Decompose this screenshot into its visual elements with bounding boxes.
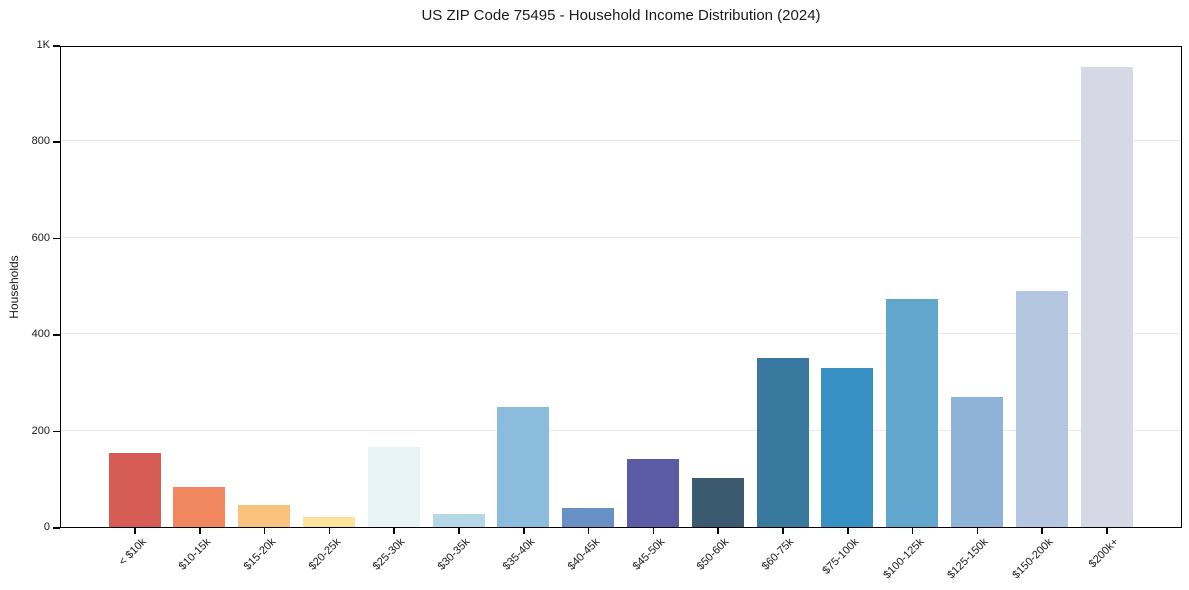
x-tick-mark-12 — [911, 528, 914, 534]
y-tick-mark-600 — [53, 237, 60, 240]
x-tick-label-10: $60-75k — [759, 536, 797, 573]
chart-title: US ZIP Code 75495 - Household Income Dis… — [421, 7, 821, 24]
gridline-y-400 — [61, 333, 1181, 335]
bar-40-45k — [562, 507, 615, 527]
bar-15-20k — [238, 504, 291, 527]
y-tick-mark-0 — [53, 527, 60, 529]
bar-150-200k — [1015, 290, 1068, 527]
x-tick-mark-9 — [717, 528, 719, 534]
x-tick-label-1: $10-15k — [176, 536, 214, 573]
y-axis-label: Households — [7, 255, 21, 319]
y-tick-label-0: 0 — [43, 521, 50, 533]
y-tick-label-200: 200 — [31, 424, 50, 437]
bar-75-100k — [821, 367, 874, 527]
bar-30-35k — [432, 514, 485, 527]
bar-10-15k — [173, 487, 226, 527]
x-tick-mark-1 — [199, 528, 201, 534]
x-tick-mark-11 — [847, 528, 849, 534]
x-tick-mark-13 — [976, 528, 979, 534]
x-tick-label-13: $125-150k — [945, 536, 991, 582]
gridline-y-200 — [61, 429, 1181, 431]
x-tick-label-8: $45-50k — [630, 536, 667, 573]
x-tick-mark-15 — [1106, 528, 1108, 534]
x-tick-mark-2 — [263, 528, 266, 534]
bar-20-25k — [302, 516, 355, 527]
x-tick-label-7: $40-45k — [565, 536, 603, 573]
y-tick-mark-1000 — [53, 45, 60, 47]
y-tick-mark-800 — [53, 141, 60, 143]
bar-10k — [108, 453, 161, 527]
x-tick-mark-10 — [782, 528, 784, 534]
x-tick-mark-14 — [1041, 528, 1043, 534]
bar-50-60k — [691, 478, 744, 527]
x-tick-mark-7 — [587, 528, 590, 534]
plot-area — [60, 46, 1182, 528]
y-tick-label-1000: 1K — [36, 39, 50, 51]
x-tick-mark-3 — [328, 528, 331, 534]
x-tick-label-5: $30-35k — [435, 536, 473, 573]
x-tick-mark-0 — [134, 528, 136, 534]
x-tick-label-2: $15-20k — [241, 536, 279, 573]
y-tick-mark-200 — [53, 430, 60, 433]
y-tick-label-600: 600 — [31, 231, 50, 244]
x-tick-label-9: $50-60k — [695, 536, 732, 573]
x-tick-mark-6 — [523, 528, 525, 534]
x-tick-mark-5 — [458, 528, 460, 534]
x-tick-label-4: $25-30k — [371, 536, 408, 573]
x-tick-label-3: $20-25k — [306, 536, 343, 573]
x-tick-mark-4 — [393, 528, 395, 534]
x-tick-mark-8 — [652, 528, 655, 534]
bar-125-150k — [950, 396, 1003, 527]
y-tick-label-800: 800 — [31, 135, 50, 148]
x-tick-label-14: $150-200k — [1010, 536, 1056, 582]
x-tick-label-6: $35-40k — [500, 536, 538, 573]
bar-35-40k — [497, 406, 550, 527]
x-tick-label-15: $200k+ — [1086, 536, 1121, 571]
bar-60-75k — [756, 358, 809, 527]
y-tick-mark-400 — [53, 334, 60, 336]
bar-25-30k — [367, 446, 420, 527]
x-tick-label-11: $75-100k — [820, 536, 862, 577]
bar-200k — [1080, 66, 1133, 527]
x-tick-label-12: $100-125k — [880, 536, 927, 582]
bar-45-50k — [626, 459, 679, 527]
bar-100-125k — [886, 298, 939, 527]
gridline-y-800 — [61, 140, 1181, 142]
y-tick-label-400: 400 — [31, 328, 50, 341]
x-tick-label-0: < $10k — [116, 536, 149, 569]
gridline-y-600 — [61, 236, 1181, 238]
